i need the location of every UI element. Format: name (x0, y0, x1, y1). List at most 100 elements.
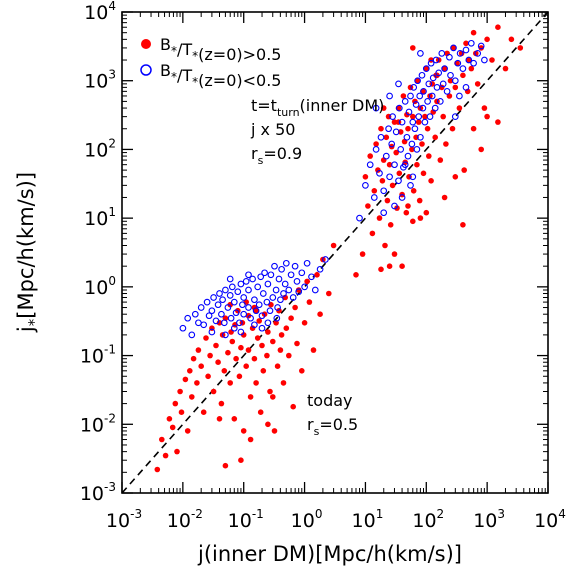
series-1 (154, 24, 524, 473)
data-point (489, 57, 495, 63)
data-point (245, 271, 252, 279)
data-point (245, 304, 252, 311)
data-point (247, 436, 254, 443)
data-point (380, 209, 388, 217)
data-point (247, 394, 254, 400)
data-point (441, 65, 448, 72)
data-point (465, 56, 473, 64)
data-point (292, 304, 298, 311)
data-point (254, 283, 262, 291)
x-tick-label: 10-2 (167, 507, 203, 532)
data-point (414, 161, 420, 168)
data-point (373, 141, 379, 147)
data-point (260, 368, 267, 374)
data-point (422, 65, 430, 72)
data-point (478, 45, 485, 51)
data-point (159, 436, 165, 443)
data-point (399, 263, 405, 270)
data-point (198, 363, 204, 370)
data-point (484, 36, 490, 43)
data-point (295, 287, 302, 293)
data-point (372, 104, 380, 112)
data-point (221, 368, 228, 374)
data-point (443, 141, 449, 147)
data-point (267, 271, 275, 279)
plot-frame (121, 11, 549, 494)
data-point (450, 45, 457, 51)
data-point (369, 230, 376, 237)
x-axis-label: j(inner DM)[Mpc/h(km/s)] (197, 542, 462, 566)
data-point (428, 92, 436, 100)
data-point (291, 262, 299, 270)
data-point (274, 363, 281, 370)
data-point (383, 134, 390, 141)
data-point (468, 65, 475, 72)
data-point (222, 331, 229, 339)
data-point (470, 125, 477, 132)
data-point (224, 304, 232, 311)
data-point (409, 146, 415, 153)
data-point (460, 72, 466, 79)
legend-open-marker (140, 64, 152, 76)
data-point (391, 161, 398, 169)
data-point (205, 312, 213, 320)
data-point (187, 368, 193, 374)
data-point (237, 280, 245, 288)
data-point (426, 153, 432, 159)
data-point (264, 280, 272, 288)
data-point (229, 338, 236, 345)
data-point (213, 342, 219, 349)
data-point (495, 24, 501, 31)
data-point (376, 215, 383, 221)
data-point (226, 292, 234, 299)
data-point (401, 161, 409, 169)
data-point (481, 105, 488, 111)
data-point (191, 310, 199, 318)
data-point (236, 373, 243, 380)
data-point (169, 424, 176, 431)
data-point (366, 161, 374, 169)
legend: B*/T*(z=0)>0.5 B*/T*(z=0)<0.5 (140, 35, 281, 90)
data-point (395, 177, 402, 185)
data-point (270, 394, 276, 400)
data-point (304, 278, 310, 285)
data-point (265, 421, 271, 428)
data-point (473, 50, 479, 57)
data-point (274, 304, 281, 311)
x-tick-label: 103 (473, 507, 505, 532)
data-point (286, 352, 292, 359)
data-point (446, 53, 453, 61)
data-point (172, 400, 179, 407)
data-point (271, 428, 278, 434)
data-point (182, 376, 189, 383)
data-point (386, 173, 393, 181)
data-point (391, 202, 398, 210)
x-tick-label: 101 (352, 507, 384, 532)
data-point (452, 174, 459, 180)
data-point (265, 329, 271, 335)
data-point (251, 296, 258, 304)
data-point (461, 167, 468, 173)
y-tick-label: 10-1 (80, 343, 116, 368)
data-point (311, 286, 319, 294)
data-point (462, 46, 470, 54)
x-tick-label: 10-1 (228, 507, 264, 532)
data-point (470, 59, 477, 67)
data-point (257, 409, 264, 416)
data-point (254, 335, 261, 341)
data-point (440, 113, 447, 120)
data-point (438, 50, 446, 57)
data-point (439, 84, 445, 91)
data-point (303, 259, 311, 267)
data-point (269, 294, 277, 301)
data-point (275, 275, 283, 283)
data-point (258, 324, 266, 332)
data-point (322, 256, 329, 263)
data-point (385, 125, 392, 133)
data-point (314, 272, 320, 278)
data-point (405, 203, 411, 209)
data-point (391, 119, 398, 125)
data-point (362, 182, 369, 189)
data-point (379, 178, 386, 184)
data-point (249, 325, 256, 332)
